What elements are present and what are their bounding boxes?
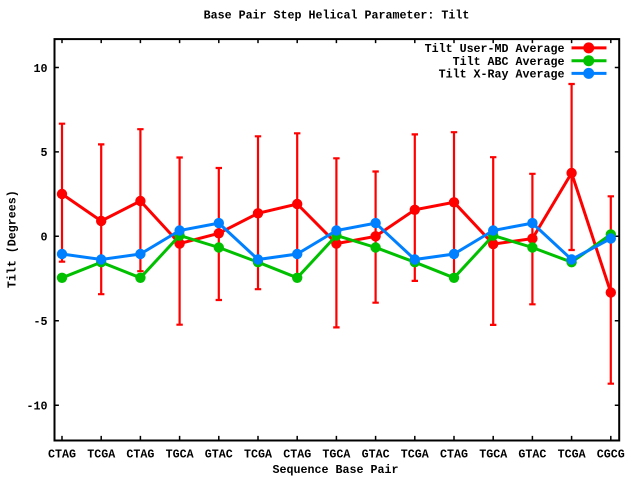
svg-text:CTAG: CTAG bbox=[283, 448, 311, 462]
svg-text:CTAG: CTAG bbox=[126, 448, 154, 462]
svg-text:10: 10 bbox=[34, 62, 48, 76]
svg-text:0: 0 bbox=[41, 231, 48, 245]
svg-text:CTAG: CTAG bbox=[440, 448, 468, 462]
svg-text:Base Pair Step Helical Paramet: Base Pair Step Helical Parameter: Tilt bbox=[204, 9, 470, 23]
svg-text:Tilt ABC Average: Tilt ABC Average bbox=[453, 55, 565, 69]
svg-text:Tilt User-MD Average: Tilt User-MD Average bbox=[425, 42, 565, 56]
svg-text:TGCA: TGCA bbox=[322, 448, 350, 462]
svg-text:5: 5 bbox=[41, 146, 48, 160]
svg-text:-5: -5 bbox=[34, 315, 48, 329]
svg-text:TCGA: TCGA bbox=[87, 448, 115, 462]
svg-text:Sequence Base Pair: Sequence Base Pair bbox=[273, 463, 399, 477]
svg-text:TGCA: TGCA bbox=[479, 448, 507, 462]
svg-text:CTAG: CTAG bbox=[48, 448, 76, 462]
svg-text:TCGA: TCGA bbox=[401, 448, 429, 462]
svg-text:GTAC: GTAC bbox=[518, 448, 546, 462]
svg-text:GTAC: GTAC bbox=[362, 448, 390, 462]
svg-text:TGCA: TGCA bbox=[166, 448, 194, 462]
svg-text:TCGA: TCGA bbox=[244, 448, 272, 462]
svg-text:Tilt (Degrees): Tilt (Degrees) bbox=[6, 190, 20, 288]
svg-text:Tilt X-Ray Average: Tilt X-Ray Average bbox=[439, 68, 565, 82]
svg-text:TCGA: TCGA bbox=[558, 448, 586, 462]
svg-text:-10: -10 bbox=[27, 400, 48, 414]
svg-text:CGCG: CGCG bbox=[597, 448, 625, 462]
svg-text:GTAC: GTAC bbox=[205, 448, 233, 462]
